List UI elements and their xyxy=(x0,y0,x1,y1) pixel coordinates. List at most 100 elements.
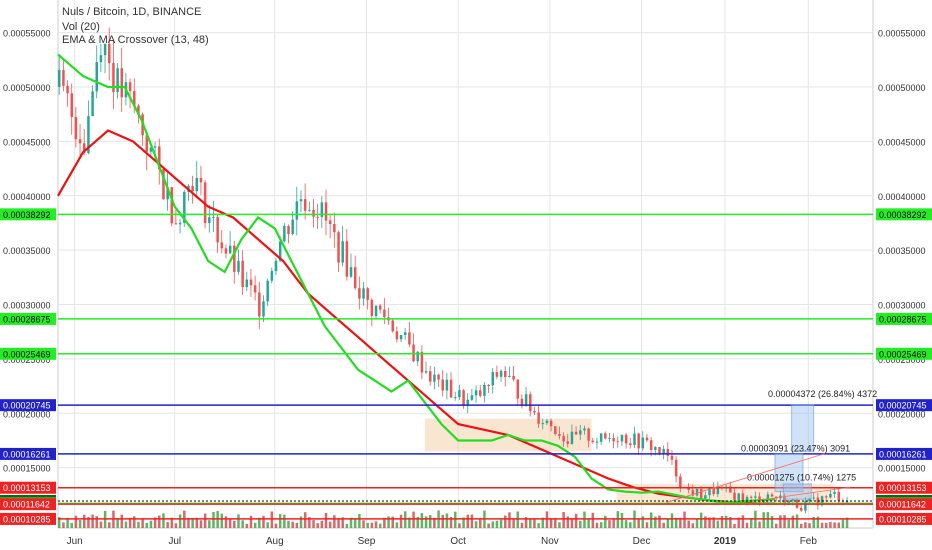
volume-bar xyxy=(470,514,474,528)
candle-body xyxy=(445,379,449,391)
volume-bar xyxy=(62,522,65,528)
y-tick-label-right: 0.00020000 xyxy=(878,409,926,419)
volume-bar xyxy=(416,517,419,528)
price-level-tag-left xyxy=(0,347,56,360)
volume-bar xyxy=(620,512,624,528)
candle-body xyxy=(574,431,578,435)
volume-bar xyxy=(491,521,495,528)
volume-bar xyxy=(137,521,140,528)
candle-body xyxy=(708,487,711,496)
candle-body xyxy=(483,385,486,396)
volume-bar xyxy=(283,514,286,528)
volume-bar xyxy=(345,523,349,528)
candle-body xyxy=(799,507,803,511)
volume-bar xyxy=(353,519,357,528)
candle-body xyxy=(66,85,69,94)
volume-bar xyxy=(374,521,378,528)
candle-body xyxy=(312,209,315,217)
price-level-tag-right xyxy=(876,512,932,525)
volume-bar xyxy=(141,519,144,528)
volume-bar xyxy=(687,520,690,528)
price-level-label-right: 0.00013153 xyxy=(879,483,927,493)
volume-bar xyxy=(712,517,715,528)
candle-body xyxy=(804,501,807,511)
volume-bar xyxy=(812,517,815,528)
volume-bar xyxy=(758,521,761,528)
candle-body xyxy=(320,202,324,218)
candle-body xyxy=(362,288,365,299)
volume-bar xyxy=(583,511,586,528)
y-tick-label-right: 0.00040000 xyxy=(878,192,926,202)
candle-body xyxy=(58,70,61,88)
volume-bar xyxy=(337,518,340,528)
price-level-label-left: 0.00013153 xyxy=(3,483,51,493)
candle-body xyxy=(78,139,82,144)
volume-bar xyxy=(237,514,240,528)
volume-bar xyxy=(604,515,607,528)
volume-bar xyxy=(524,517,528,528)
candle-body xyxy=(562,435,565,442)
volume-bar xyxy=(579,520,582,528)
candle-body xyxy=(679,476,682,488)
candle-body xyxy=(791,499,795,501)
candle-body xyxy=(691,489,695,496)
volume-bar xyxy=(83,514,86,528)
volume-bar xyxy=(770,516,774,528)
candle-body xyxy=(537,412,540,424)
volume-bar xyxy=(720,516,724,528)
price-level-tag-right xyxy=(876,312,932,325)
y-tick-label-right: 0.00025000 xyxy=(878,355,926,365)
candle-body xyxy=(479,390,482,396)
measure-label: 0.00004372 (26.84%) 4372 xyxy=(768,389,877,399)
volume-bar xyxy=(70,522,74,528)
candle-body xyxy=(195,177,199,192)
y-tick-label-left: 0.00055000 xyxy=(3,29,51,39)
volume-bar xyxy=(349,517,353,528)
price-level-label-right: 0.00011642 xyxy=(879,500,926,510)
candle-body xyxy=(633,433,636,445)
x-tick-label: Nov xyxy=(541,536,559,547)
candle-body xyxy=(208,217,211,224)
volume-bar xyxy=(166,522,169,528)
price-level-label-right: 0.00020745 xyxy=(879,401,927,411)
price-level-tag-left xyxy=(0,512,56,525)
measure-box xyxy=(791,404,815,452)
candle-body xyxy=(595,441,599,443)
candle-body xyxy=(566,441,570,444)
volume-bar xyxy=(679,517,682,528)
volume-bar xyxy=(695,519,699,528)
candle-body xyxy=(262,301,265,317)
volume-bar xyxy=(370,522,374,528)
candle-body xyxy=(253,285,257,293)
candle-body xyxy=(412,344,415,362)
volume-bar xyxy=(278,514,282,528)
candle-body xyxy=(474,390,478,396)
candle-body xyxy=(370,299,374,317)
price-level-label-left: 0.00010285 xyxy=(3,514,51,524)
volume-bar xyxy=(228,519,232,528)
candle-body xyxy=(641,437,645,449)
volume-bar xyxy=(662,522,665,528)
candle-body xyxy=(95,62,99,92)
price-level-tag-left xyxy=(0,208,56,221)
candle-body xyxy=(112,63,115,92)
candle-body xyxy=(91,91,94,117)
volume-bar xyxy=(316,523,319,528)
volume-bar xyxy=(128,517,132,528)
candle-body xyxy=(295,201,299,220)
candle-body xyxy=(183,191,186,223)
candle-body xyxy=(87,116,90,154)
x-tick-label: Feb xyxy=(800,536,818,547)
volume-bar xyxy=(708,517,711,528)
candle-body xyxy=(604,433,607,439)
volume-bar xyxy=(333,515,336,528)
price-level-label-left: 0.00016261 xyxy=(3,449,51,459)
candle-body xyxy=(824,496,828,498)
candle-body xyxy=(374,305,378,317)
candle-body xyxy=(287,226,290,234)
volume-bar xyxy=(58,517,61,528)
volume-bar xyxy=(454,511,457,528)
x-tick-label: 2019 xyxy=(714,536,737,547)
candle-body xyxy=(328,220,332,225)
volume-bar xyxy=(704,516,707,528)
